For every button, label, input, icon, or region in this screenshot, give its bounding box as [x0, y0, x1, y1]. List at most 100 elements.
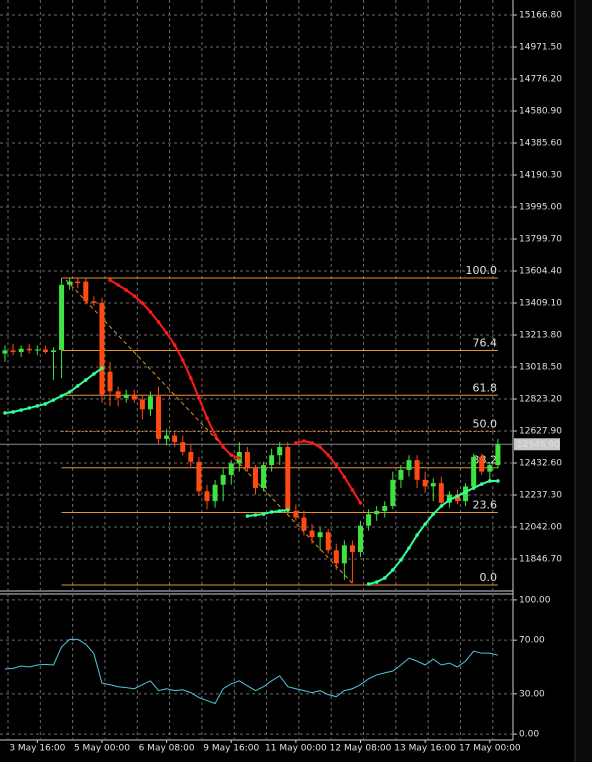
fib-trend-line: [65, 279, 355, 586]
candle-body: [83, 281, 89, 302]
candle-body: [99, 302, 105, 395]
trail-dot: [140, 301, 145, 305]
candle-body: [358, 525, 364, 552]
indicator-line: [4, 638, 499, 705]
trail-dot: [358, 501, 363, 505]
fib-label: 38.2: [473, 454, 498, 467]
trail-dot: [407, 546, 411, 550]
y-tick-label: 0.00: [519, 730, 539, 740]
candle-body: [341, 545, 347, 564]
fib-label: 61.8: [473, 381, 498, 394]
candle-body: [390, 479, 396, 507]
trail-dot: [447, 498, 452, 502]
trail-dot: [205, 416, 209, 420]
trail-dot: [488, 479, 492, 483]
candle-body: [228, 463, 234, 475]
candle-body: [139, 399, 145, 410]
y-tick-label: 13799.70: [519, 235, 562, 245]
trail-dot: [431, 512, 436, 516]
candle-body: [471, 456, 477, 487]
trail-dot: [439, 504, 444, 508]
y-tick-label: 13995.00: [519, 203, 562, 213]
trail-dot: [374, 580, 379, 584]
candle-body: [252, 468, 258, 489]
fib-label: 100.0: [466, 264, 498, 277]
candle-body: [463, 486, 469, 502]
candle-body: [2, 350, 8, 354]
trail-dot: [43, 402, 48, 406]
trail-dot: [245, 514, 250, 518]
candle-body: [196, 461, 202, 492]
candle-body: [50, 350, 56, 353]
candle-body: [301, 517, 307, 531]
y-tick-label: 12237.30: [519, 491, 562, 501]
trail-dot: [124, 288, 128, 292]
candle-body: [67, 281, 73, 285]
trail-dot: [132, 294, 137, 298]
trail-dot: [221, 445, 225, 449]
last-price-label: 12546.90: [517, 440, 560, 450]
candle-body: [422, 479, 428, 487]
trail-dot: [326, 453, 331, 457]
y-tick-label: 12627.90: [519, 427, 562, 437]
trail-dot: [269, 510, 274, 514]
trail-dot: [92, 372, 96, 376]
trail-dot: [172, 343, 177, 347]
y-tick-label: 13604.40: [519, 267, 562, 277]
trail-dot: [496, 479, 500, 483]
trail-dot: [35, 404, 40, 408]
fib-label: 76.4: [473, 336, 498, 349]
y-tick-label: 70.00: [519, 636, 545, 646]
trail-dot: [27, 406, 32, 410]
trail-dot: [382, 576, 387, 580]
candle-body: [277, 447, 283, 456]
candle-body: [487, 465, 493, 472]
trail-dot: [294, 441, 298, 445]
trail-dot: [164, 331, 169, 335]
trail-dot: [3, 411, 7, 415]
trail-dot: [116, 283, 120, 287]
candle-body: [269, 455, 275, 466]
trail-dot: [237, 456, 242, 460]
trail-dot: [156, 320, 161, 324]
y-tick-label: 12432.60: [519, 459, 562, 469]
trail-dot: [108, 278, 112, 282]
y-tick-label: 14580.90: [519, 106, 562, 116]
candle-body: [10, 350, 16, 353]
candle-body: [382, 506, 388, 511]
y-tick-label: 14971.50: [519, 42, 562, 52]
candle-body: [398, 469, 404, 480]
candle-body: [34, 349, 40, 351]
y-tick-label: 13213.80: [519, 331, 562, 341]
y-tick-label: 15166.80: [519, 10, 562, 20]
candle-body: [156, 396, 162, 439]
candle-body: [107, 371, 113, 392]
candle-body: [212, 484, 218, 502]
x-tick-label: 9 May 16:00: [203, 744, 259, 754]
candle-body: [333, 550, 339, 564]
candle-body: [59, 284, 65, 351]
candle-body: [479, 456, 485, 472]
candle-body: [406, 460, 412, 470]
y-tick-label: 12042.00: [519, 523, 562, 533]
candle-body: [123, 394, 129, 398]
trail-dot: [286, 508, 290, 512]
candle-body: [204, 491, 210, 502]
x-tick-label: 6 May 08:00: [139, 744, 195, 754]
trail-dot: [455, 494, 460, 498]
trail-dot: [318, 445, 322, 449]
y-tick-label: 13409.10: [519, 299, 562, 309]
trail-dot: [213, 433, 217, 437]
trail-dot: [84, 378, 88, 382]
candle-body: [309, 530, 315, 538]
fib-label: 50.0: [473, 418, 498, 431]
x-tick-label: 5 May 00:00: [74, 744, 130, 754]
candle-body: [188, 451, 194, 462]
trail-dot: [423, 522, 427, 526]
side-strip: [575, 0, 592, 762]
candle-body: [147, 396, 153, 410]
candle-body: [430, 483, 436, 487]
candle-body: [180, 442, 186, 452]
candle-body: [366, 514, 372, 526]
